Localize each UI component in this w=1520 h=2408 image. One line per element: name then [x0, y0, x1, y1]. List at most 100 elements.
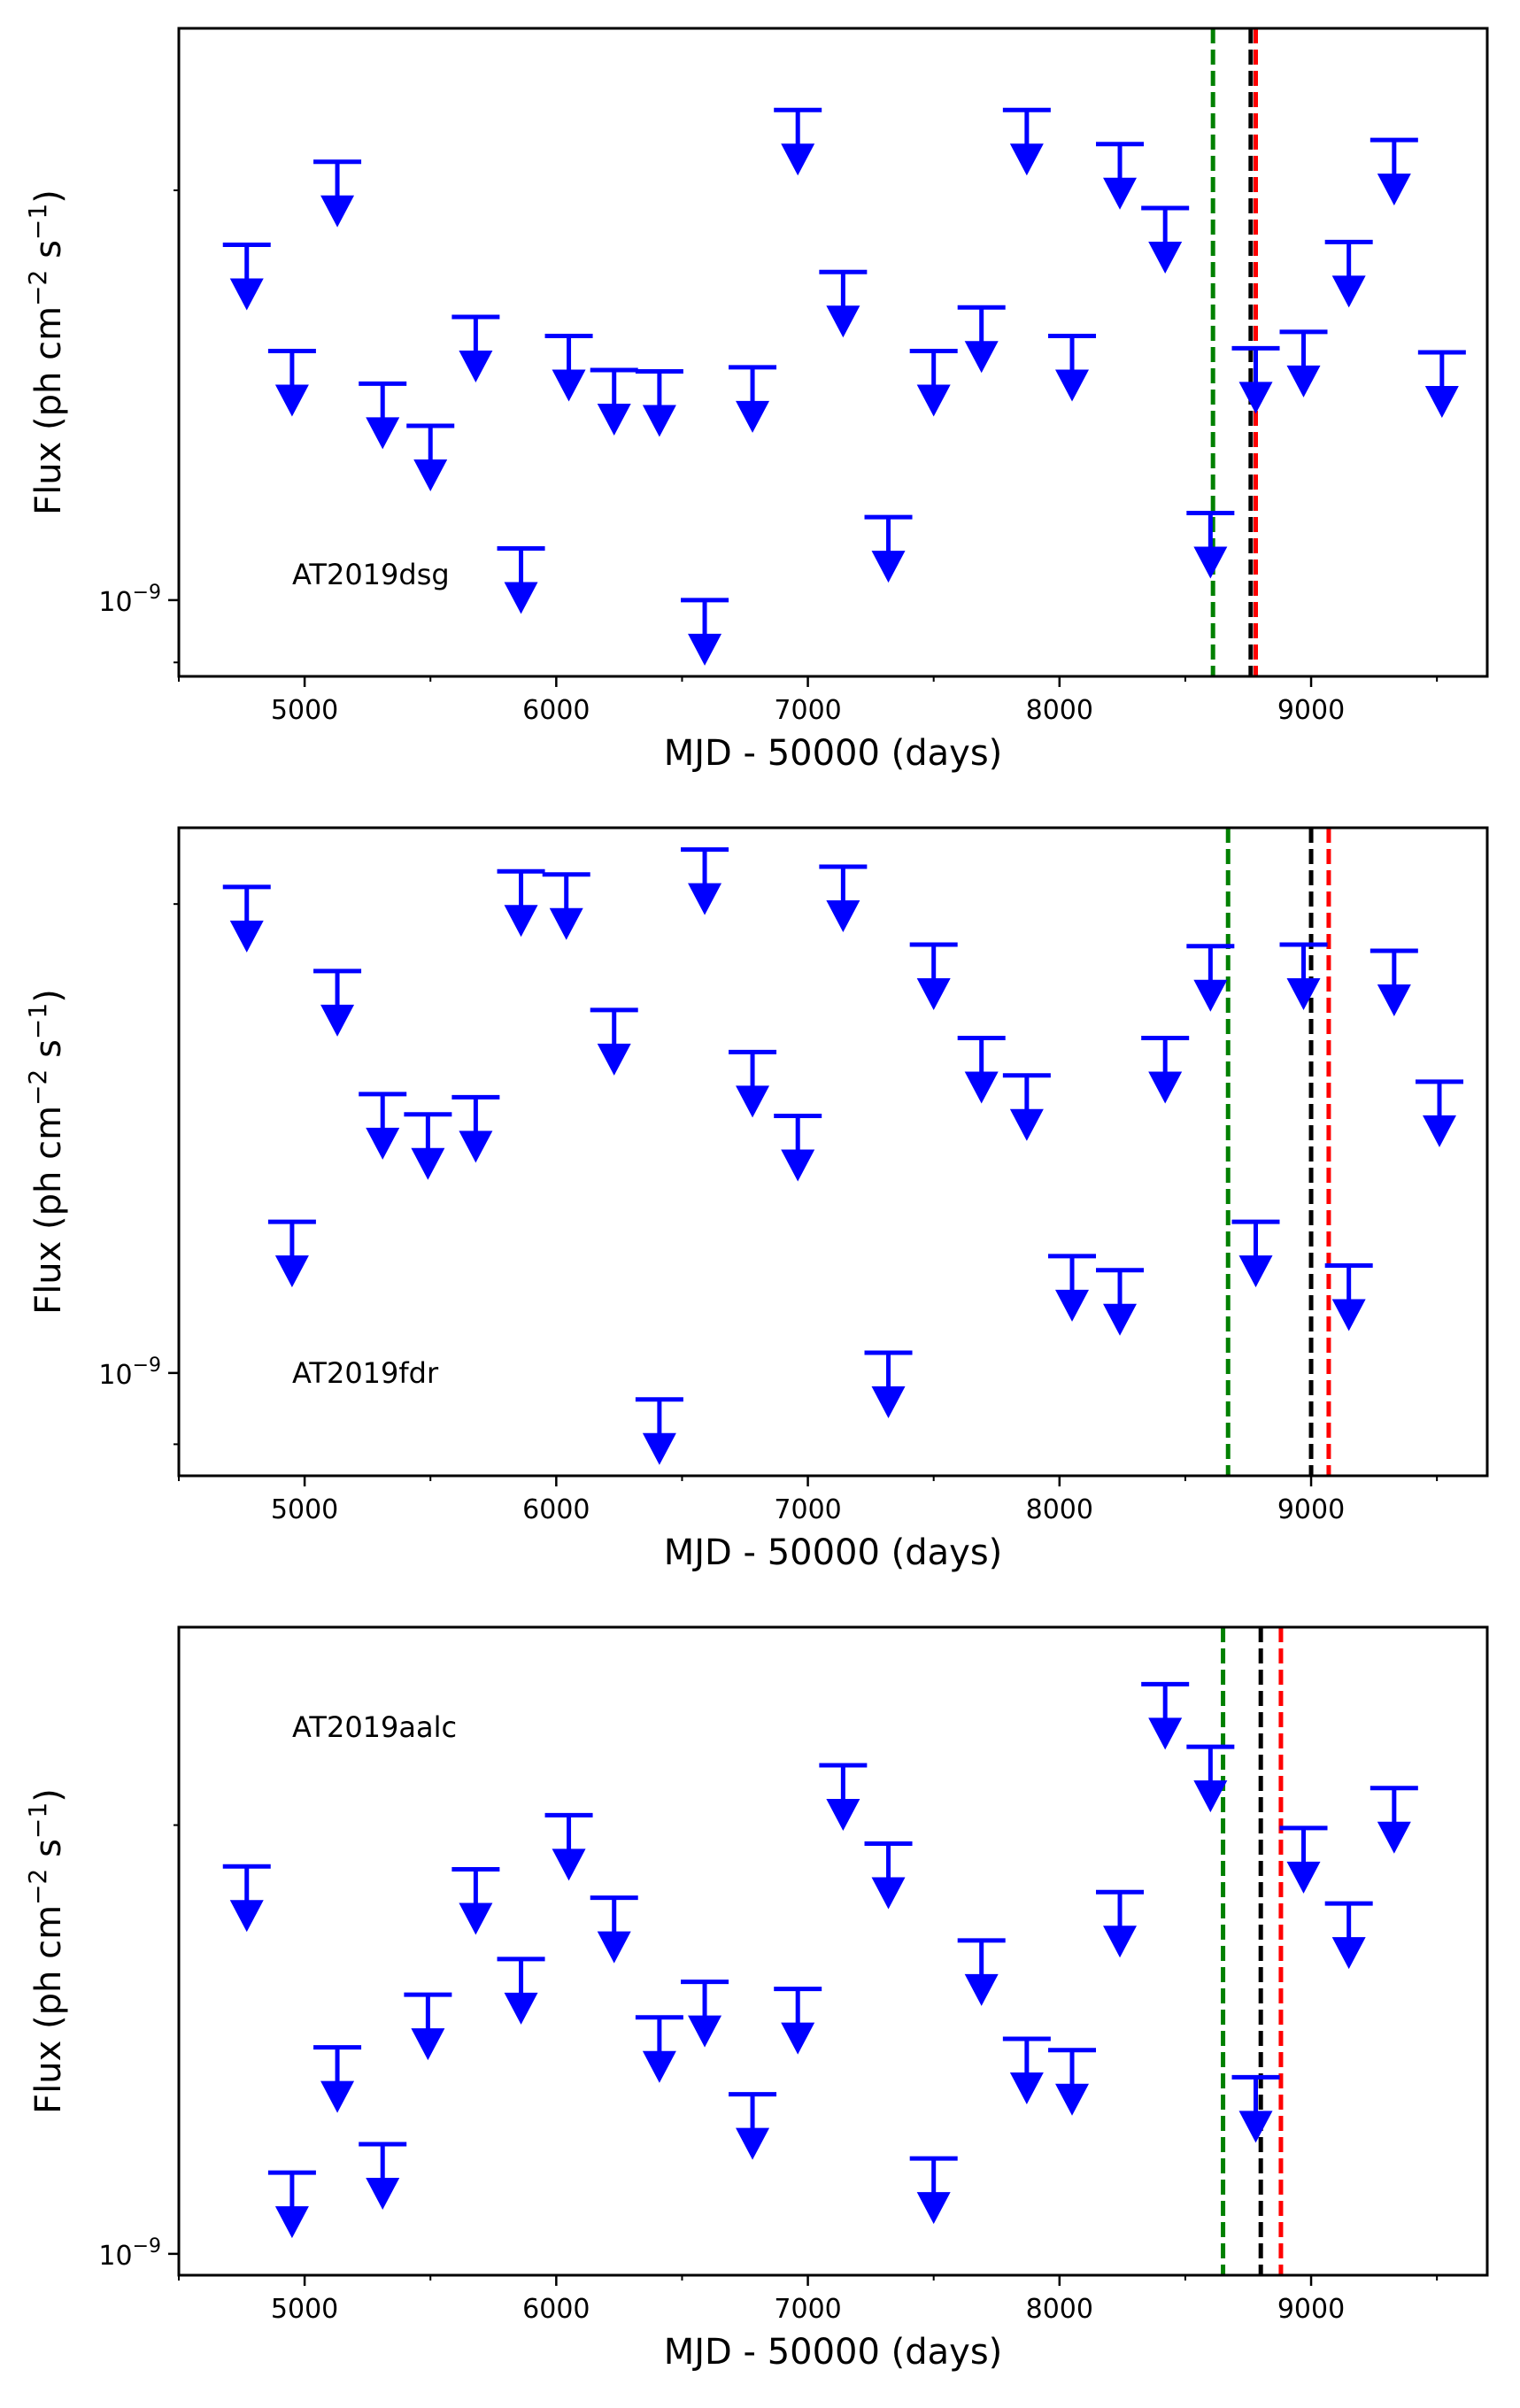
upper-limit-marker: [406, 423, 455, 492]
x-tick-label: 7000: [774, 2294, 841, 2325]
upper-limit-marker: [1231, 345, 1280, 414]
upper-limit-marker: [359, 2142, 407, 2210]
x-tick-label: 5000: [271, 695, 338, 726]
upper-limit-marker: [1002, 107, 1051, 176]
x-tick-label: 8000: [1026, 1494, 1093, 1525]
upper-limit-marker: [542, 872, 590, 940]
upper-limit-marker: [1417, 350, 1466, 418]
x-tick-label: 7000: [774, 1494, 841, 1525]
upper-limit-marker: [313, 2045, 362, 2113]
upper-limit-marker: [590, 367, 638, 436]
upper-limit-marker: [1370, 1786, 1418, 1854]
panel-label: AT2019aalc: [292, 1710, 457, 1744]
x-tick-label: 6000: [522, 695, 590, 726]
upper-limit-marker: [681, 847, 729, 915]
x-tick-label: 9000: [1277, 2294, 1345, 2325]
upper-limit-marker: [497, 545, 545, 614]
y-tick-label: 10−9: [98, 582, 161, 618]
upper-limit-marker: [267, 1219, 316, 1288]
y-tick-label: 10−9: [98, 2235, 161, 2272]
upper-limit-marker: [1415, 1079, 1463, 1147]
vlines: [1221, 1627, 1284, 2275]
upper-limit-marker: [1231, 1219, 1280, 1288]
x-tick-label: 7000: [774, 695, 841, 726]
upper-limit-marker: [590, 1007, 638, 1076]
upper-limit-marker: [635, 369, 683, 437]
panel-1: 5000 6000 7000 8000 9000 10−9 MJD - 50000 (day…: [23, 27, 1489, 774]
upper-limit-marker: [681, 598, 729, 666]
upper-limit-marker: [1048, 334, 1097, 402]
upper-limit-marker: [1141, 1681, 1190, 1750]
upper-limit-marker: [1002, 2036, 1051, 2104]
x-tick-label: 8000: [1026, 695, 1093, 726]
upper-limit-marker: [729, 1049, 777, 1118]
upper-limit-marker: [1279, 942, 1328, 1010]
upper-limit-marker: [1002, 1073, 1051, 1141]
upper-limit-marker: [774, 107, 822, 176]
panel-label: AT2019dsg: [292, 558, 450, 591]
x-tick-label: 6000: [522, 1494, 590, 1525]
panel-3: 5000 6000 7000 8000 9000 10−9 MJD - 50000 (day…: [23, 1625, 1489, 2373]
upper-limit-marker: [267, 348, 316, 417]
upper-limit-marker: [1048, 1254, 1097, 1322]
x-tick-label: 9000: [1277, 695, 1345, 726]
upper-limit-marker: [681, 1980, 729, 2048]
upper-limit-marker: [957, 305, 1006, 374]
upper-limit-marker: [819, 1763, 868, 1832]
upper-limit-marker: [1048, 2048, 1097, 2116]
upper-limit-marker: [222, 243, 271, 311]
upper-limit-marker: [1370, 137, 1418, 206]
y-axis-label: Flux (ph cm−2 s−1): [23, 989, 69, 1315]
upper-limit-marker: [1096, 142, 1145, 210]
x-axis-label: MJD - 50000 (days): [664, 1532, 1003, 1573]
upper-limit-marker: [404, 1112, 452, 1180]
panel-2: 5000 6000 7000 8000 9000 10−9 MJD - 50000 (day…: [23, 826, 1489, 1573]
upper-limit-marker: [222, 1864, 271, 1933]
upper-limit-marker: [864, 514, 913, 583]
x-axis-label: MJD - 50000 (days): [664, 733, 1003, 774]
y-tick-label: 10−9: [98, 1354, 161, 1391]
upper-limit-marker: [451, 314, 500, 383]
y-axis-label: Flux (ph cm−2 s−1): [23, 189, 69, 515]
upper-limit-marker: [1096, 1889, 1145, 1958]
upper-limit-marker: [729, 365, 777, 433]
upper-limit-marker: [1186, 510, 1235, 579]
upper-limit-marker: [1186, 1744, 1235, 1813]
upper-limit-marker: [267, 2170, 316, 2239]
upper-limit-marker: [909, 348, 958, 417]
upper-limit-marker: [1324, 239, 1373, 308]
upper-limit-marker: [864, 1350, 913, 1418]
upper-limit-marker: [1279, 329, 1328, 397]
upper-limit-marker: [451, 1866, 500, 1935]
upper-limit-marker: [819, 864, 868, 932]
x-axis-label: MJD - 50000 (days): [664, 2332, 1003, 2373]
upper-limit-marker: [774, 1114, 822, 1182]
upper-limit-marker: [635, 2015, 683, 2083]
upper-limit-marker: [1096, 1268, 1145, 1336]
upper-limit-marker: [635, 1397, 683, 1465]
upper-limit-marker: [909, 2156, 958, 2225]
upper-limit-marker: [957, 1938, 1006, 2006]
x-tick-label: 9000: [1277, 1494, 1345, 1525]
y-axis-label: Flux (ph cm−2 s−1): [23, 1788, 69, 2114]
x-tick-label: 5000: [271, 1494, 338, 1525]
upper-limit-marker: [864, 1841, 913, 1910]
upper-limit-marker: [1279, 1825, 1328, 1894]
upper-limit-markers: [222, 107, 1466, 666]
upper-limit-marker: [909, 942, 958, 1010]
plot-frame: [177, 826, 1489, 1478]
plot-frame: [177, 27, 1489, 678]
upper-limit-marker: [359, 1092, 407, 1160]
plot-frame: [177, 1625, 1489, 2277]
upper-limit-marker: [1186, 944, 1235, 1012]
upper-limit-marker: [404, 1992, 452, 2061]
upper-limit-marker: [729, 2092, 777, 2160]
vlines: [1210, 28, 1259, 676]
upper-limit-marker: [451, 1094, 500, 1163]
upper-limit-marker: [313, 969, 362, 1037]
upper-limit-marker: [1141, 205, 1190, 274]
upper-limit-markers: [222, 847, 1463, 1465]
x-tick-label: 6000: [522, 2294, 590, 2325]
x-tick-label: 8000: [1026, 2294, 1093, 2325]
